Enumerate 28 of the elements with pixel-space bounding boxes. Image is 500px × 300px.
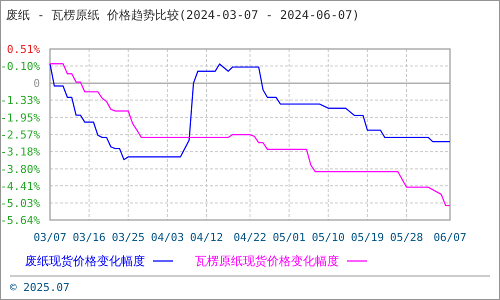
text: © 2025.07 — [10, 281, 70, 294]
x-tick-label: 05/28 — [390, 231, 424, 244]
text: 0 — [33, 77, 40, 90]
x-tick-label: 03/16 — [72, 231, 106, 244]
x-tick-label: 04/03 — [150, 231, 184, 244]
y-tick-label: -1.33% — [0, 94, 40, 108]
chart-title: 废纸 - 瓦楞原纸 价格趋势比较(2024-03-07 - 2024-06-07) — [6, 8, 360, 22]
legend-label: 废纸现货价格变化幅度 — [25, 254, 145, 268]
x-tick-label: 03/07 — [33, 231, 67, 244]
y-tick-label: -5.64% — [0, 214, 40, 227]
x-tick-label: 03/25 — [112, 231, 145, 244]
x-tick-label: 04/12 — [190, 231, 224, 244]
y-tick-label: 0.51% — [6, 43, 40, 56]
x-tick-label: 05/01 — [272, 231, 306, 244]
y-tick-label: -3.18% — [0, 146, 40, 159]
line-series — [49, 63, 451, 160]
x-tick-label: 06/07 — [433, 231, 467, 244]
legend-label: 瓦楞原纸现货价格变化幅度 — [195, 254, 339, 268]
y-tick-label: -3.80% — [0, 162, 40, 176]
y-tick-label: -5.03% — [0, 197, 40, 210]
y-tick-label: -2.57% — [0, 128, 40, 142]
y-tick-label: -1.95% — [0, 111, 40, 124]
line-series — [49, 63, 451, 206]
x-tick-label: 04/22 — [233, 231, 267, 244]
x-tick-label: 05/10 — [312, 231, 345, 244]
y-tick-label: -0.10% — [0, 60, 40, 73]
x-tick-label: 05/19 — [350, 231, 384, 244]
y-tick-label: -4.41% — [0, 180, 40, 193]
